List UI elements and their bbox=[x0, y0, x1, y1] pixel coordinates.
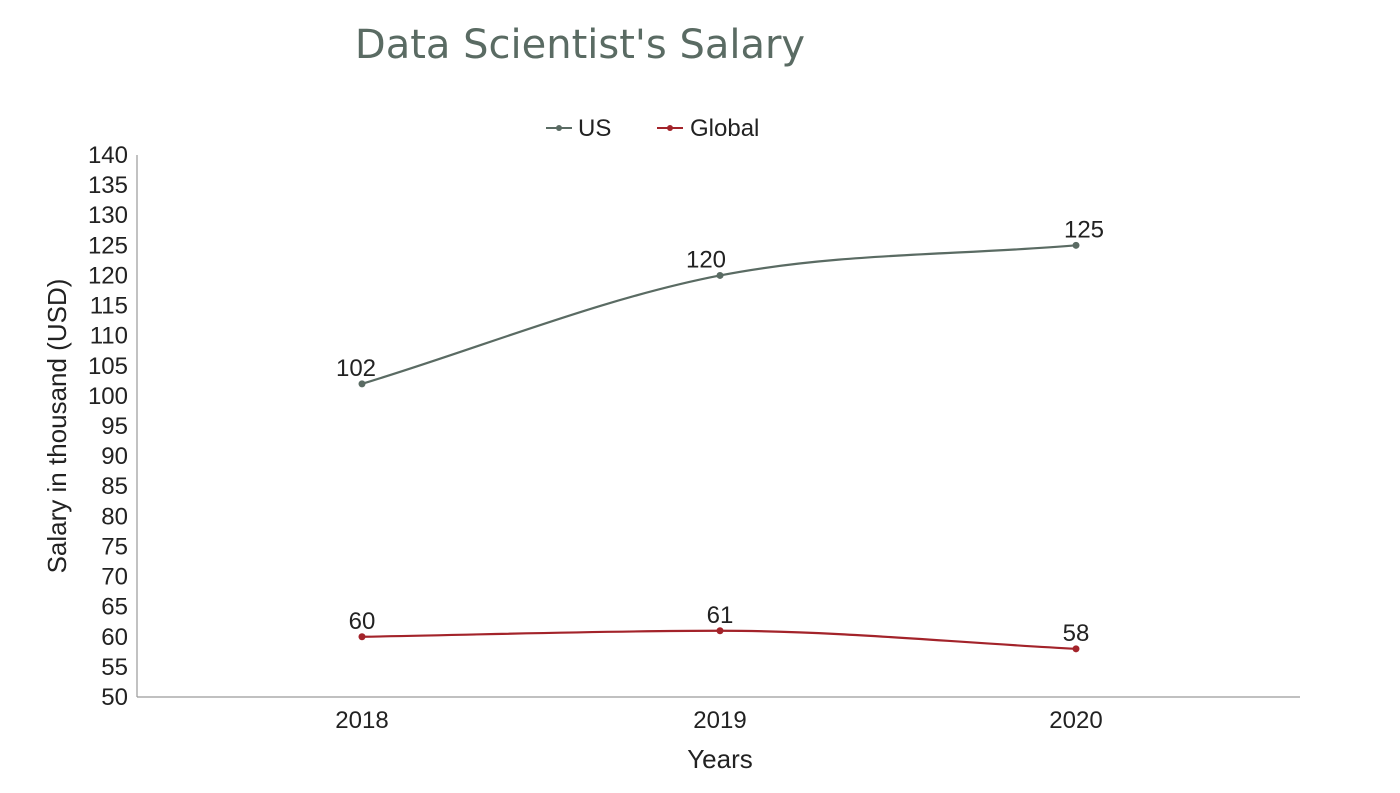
data-point bbox=[1072, 645, 1080, 653]
data-point bbox=[716, 627, 724, 635]
legend-swatch-marker bbox=[667, 125, 673, 131]
y-tick-label: 65 bbox=[101, 594, 128, 621]
series-global: 60 61 58 bbox=[349, 602, 1090, 653]
x-tick-label: 2020 bbox=[1049, 707, 1102, 734]
y-tick-label: 75 bbox=[101, 533, 128, 560]
data-label: 60 bbox=[349, 608, 376, 635]
data-label: 120 bbox=[686, 246, 726, 273]
y-tick-label: 135 bbox=[88, 172, 128, 199]
series-us: 102 120 125 bbox=[336, 216, 1104, 388]
x-axis-title: Years bbox=[687, 744, 753, 774]
y-tick-label: 115 bbox=[90, 293, 128, 320]
legend-item: US bbox=[546, 115, 611, 142]
y-tick-label: 50 bbox=[101, 684, 128, 711]
legend: US Global bbox=[546, 115, 759, 142]
y-tick-label: 95 bbox=[101, 413, 128, 440]
data-label: 102 bbox=[336, 355, 376, 382]
x-tick-label: 2018 bbox=[335, 707, 388, 734]
y-tick-label: 120 bbox=[88, 262, 128, 289]
legend-label: US bbox=[578, 115, 611, 142]
y-tick-label: 90 bbox=[101, 443, 128, 470]
y-tick-label: 60 bbox=[101, 624, 128, 651]
data-point bbox=[358, 633, 366, 641]
data-label: 58 bbox=[1063, 620, 1090, 647]
legend-label: Global bbox=[690, 115, 759, 142]
y-tick-label: 100 bbox=[88, 383, 128, 410]
data-label: 61 bbox=[707, 602, 734, 629]
y-tick-label: 130 bbox=[88, 202, 128, 229]
legend-item: Global bbox=[657, 115, 759, 142]
series-layer: 102 120 125 60 61 58 bbox=[336, 216, 1104, 653]
legend-swatch-marker bbox=[556, 125, 562, 131]
x-axis-ticks: 2018 2019 2020 bbox=[335, 707, 1102, 734]
y-tick-label: 70 bbox=[101, 564, 128, 591]
y-tick-label: 85 bbox=[101, 473, 128, 500]
y-tick-label: 125 bbox=[88, 232, 128, 259]
data-point bbox=[1072, 241, 1080, 249]
data-point bbox=[358, 380, 366, 388]
data-point bbox=[716, 271, 724, 279]
y-axis-ticks: 50 55 60 65 70 75 80 85 90 95 100 105 110 115 120 125 13… bbox=[88, 142, 128, 711]
y-tick-label: 110 bbox=[90, 323, 128, 350]
y-tick-label: 105 bbox=[88, 353, 128, 380]
y-tick-label: 55 bbox=[101, 654, 128, 681]
y-axis-title: Salary in thousand (USD) bbox=[42, 279, 72, 574]
x-tick-label: 2019 bbox=[693, 707, 746, 734]
y-tick-label: 80 bbox=[101, 503, 128, 530]
y-tick-label: 140 bbox=[88, 142, 128, 169]
data-label: 125 bbox=[1064, 216, 1104, 243]
chart-title: Data Scientist's Salary bbox=[355, 22, 805, 68]
